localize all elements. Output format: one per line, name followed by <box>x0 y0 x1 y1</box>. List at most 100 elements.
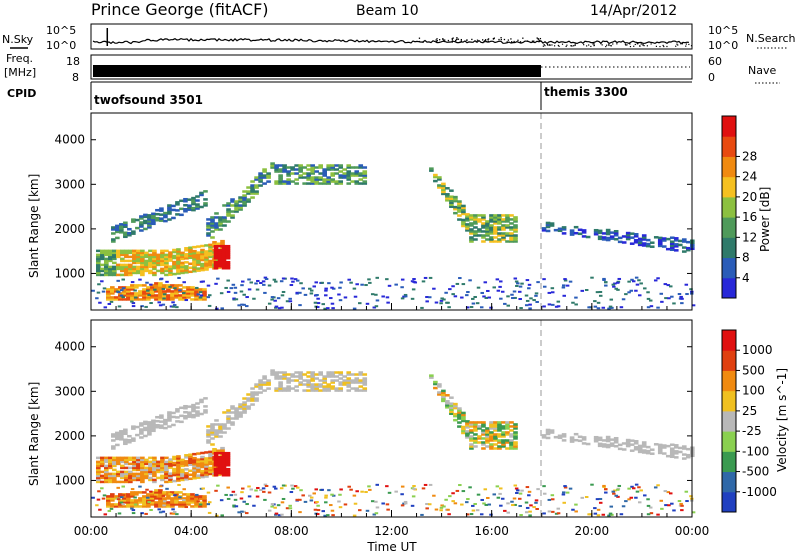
velocity-noise-cell <box>280 501 285 504</box>
velocity-noise-cell <box>120 496 124 499</box>
velocity-noise-cell <box>593 507 597 510</box>
velocity-echo-cell <box>143 422 148 426</box>
velocity-echo-cell <box>465 430 470 433</box>
power-echo-cell <box>362 174 368 177</box>
velocity-noise-cell <box>240 491 244 494</box>
velocity-echo-cell <box>198 495 203 498</box>
colorbar-swatch <box>722 156 736 178</box>
velocity-noise-cell <box>534 499 539 502</box>
velocity-noise-cell <box>442 505 446 508</box>
velocity-echo-cell <box>354 377 360 380</box>
power-echo-cell <box>126 292 131 295</box>
power-echo-cell <box>139 221 144 224</box>
power-echo-cell <box>180 263 185 267</box>
power-echo-cell <box>210 216 215 219</box>
power-echo-cell <box>481 226 486 229</box>
velocity-echo-cell <box>513 443 518 446</box>
power-echo-cell <box>246 186 251 189</box>
velocity-echo-cell <box>298 371 303 374</box>
velocity-echo-cell <box>362 379 368 382</box>
velocity-echo-cell <box>96 468 101 472</box>
velocity-echo-cell <box>120 480 125 484</box>
power-echo-cell <box>649 241 655 244</box>
power-noise-cell <box>149 283 153 286</box>
velocity-echo-cell <box>139 424 144 427</box>
velocity-echo-cell <box>216 473 221 477</box>
velocity-noise-cell <box>274 487 278 490</box>
power-echo-cell <box>196 251 201 254</box>
power-echo-cell <box>190 288 195 291</box>
power-echo-cell <box>221 254 227 258</box>
power-echo-cell <box>136 265 141 269</box>
power-echo-cell <box>126 296 131 299</box>
velocity-echo-cell <box>613 436 619 440</box>
velocity-noise-cell <box>525 506 530 509</box>
power-echo-cell <box>481 234 486 237</box>
velocity-echo-cell <box>234 407 239 410</box>
power-echo-cell <box>657 236 663 240</box>
velocity-noise-cell <box>331 514 335 517</box>
velocity-echo-cell <box>160 466 165 470</box>
power-echo-cell <box>270 164 275 167</box>
power-echo-cell <box>115 230 120 234</box>
velocity-echo-cell <box>461 427 466 431</box>
power-noise-cell <box>684 283 689 286</box>
power-echo-cell <box>112 273 117 277</box>
power-echo-cell <box>274 168 279 171</box>
velocity-echo-cell <box>282 371 287 374</box>
power-echo-cell <box>192 255 197 259</box>
velocity-echo-cell <box>306 381 311 384</box>
power-echo-cell <box>134 284 139 287</box>
velocity-noise-cell <box>314 488 318 491</box>
velocity-echo-cell <box>629 449 635 452</box>
velocity-echo-cell <box>641 443 647 446</box>
velocity-echo-cell <box>154 491 159 494</box>
velocity-echo-cell <box>298 375 303 378</box>
power-noise-cell <box>410 297 415 300</box>
power-echo-cell <box>144 261 149 265</box>
velocity-echo-cell <box>322 389 327 392</box>
velocity-echo-cell <box>222 425 227 428</box>
power-echo-cell <box>246 198 251 201</box>
power-echo-cell <box>195 205 200 208</box>
power-echo-cell <box>274 180 279 183</box>
velocity-echo-cell <box>226 415 231 418</box>
velocity-noise-cell <box>604 491 608 494</box>
velocity-echo-cell <box>144 462 149 466</box>
velocity-noise-cell <box>425 507 429 510</box>
power-echo-cell <box>338 182 344 185</box>
velocity-echo-cell <box>485 427 490 430</box>
velocity-echo-cell <box>593 435 599 439</box>
velocity-echo-cell <box>202 497 207 500</box>
velocity-echo-cell <box>124 472 129 476</box>
velocity-noise-cell <box>102 494 107 497</box>
velocity-echo-cell <box>505 423 510 426</box>
velocity-echo-cell <box>108 456 113 460</box>
velocity-echo-cell <box>204 451 209 454</box>
power-echo-cell <box>213 246 219 250</box>
velocity-echo-cell <box>338 373 344 376</box>
velocity-echo-cell <box>477 441 482 444</box>
power-echo-cell <box>334 182 340 185</box>
power-echo-cell <box>120 257 125 261</box>
power-echo-cell <box>270 166 275 169</box>
power-echo-cell <box>338 176 344 179</box>
power-echo-cell <box>221 266 227 270</box>
velocity-echo-cell <box>633 442 639 445</box>
velocity-echo-cell <box>146 499 151 502</box>
velocity-echo-cell <box>441 399 446 403</box>
power-echo-cell <box>172 264 177 268</box>
velocity-noise-cell <box>621 505 626 508</box>
velocity-echo-cell <box>131 439 136 442</box>
power-echo-cell <box>254 192 259 195</box>
velocity-echo-cell <box>625 438 631 442</box>
nsky-dot <box>451 38 453 40</box>
velocity-echo-cell <box>134 505 139 508</box>
power-echo-cell <box>593 230 599 234</box>
velocity-echo-cell <box>605 443 611 447</box>
power-echo-cell <box>124 271 129 275</box>
power-echo-cell <box>156 257 161 261</box>
nsky-dot <box>436 38 438 40</box>
velocity-echo-cell <box>509 421 514 424</box>
velocity-echo-cell <box>250 391 255 394</box>
